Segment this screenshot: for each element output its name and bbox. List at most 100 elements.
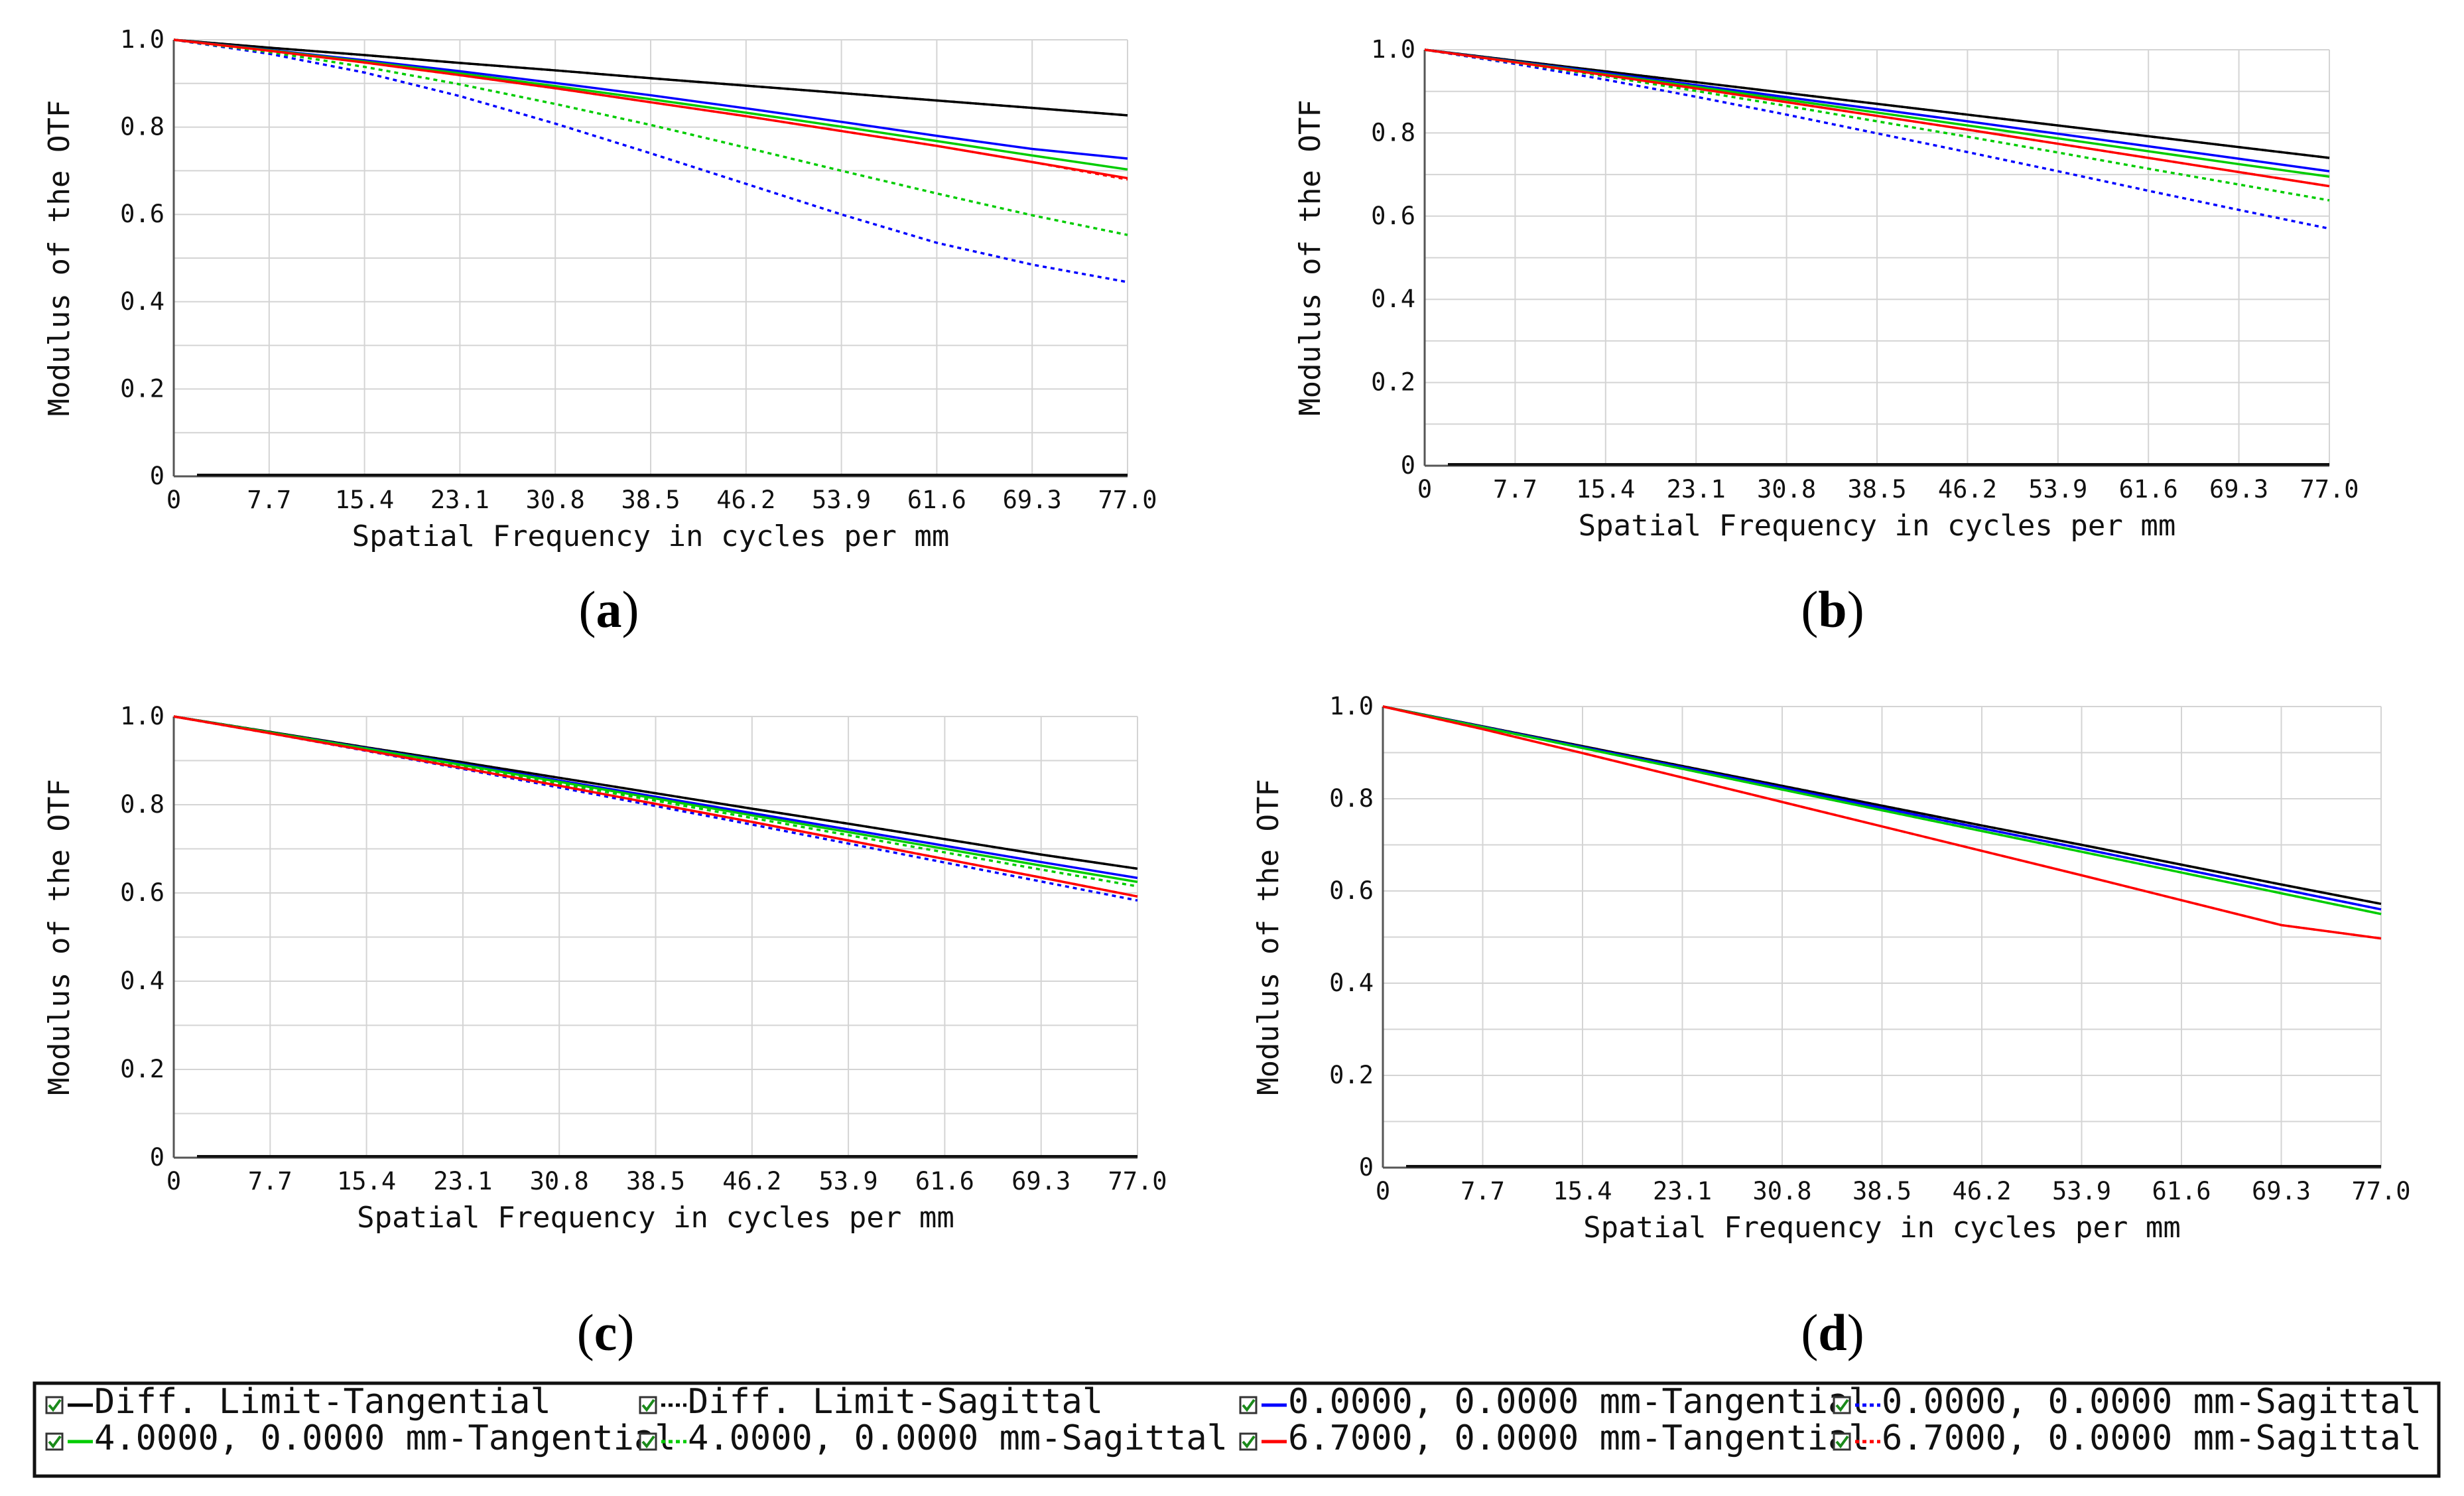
series-line-7 xyxy=(173,715,1138,898)
x-tick-label: 15.4 xyxy=(1576,475,1635,504)
y-tick-label: 1.0 xyxy=(120,702,164,730)
x-tick-label: 77.0 xyxy=(2300,475,2359,504)
y-axis-title: Modulus of the OTF xyxy=(1252,779,1285,1095)
panel-letter: c xyxy=(594,1304,617,1361)
panel-letter: b xyxy=(1818,580,1847,638)
y-tick-label: 0.2 xyxy=(1329,1061,1374,1089)
panel-letter: a xyxy=(596,580,622,638)
x-tick-label: 23.1 xyxy=(1667,475,1726,504)
x-tick-label: 38.5 xyxy=(626,1167,685,1195)
x-tick-label: 0 xyxy=(166,486,181,514)
chart-panel-a: 0 7.7 15.4 23.1 30.8 38.5 46.2 53.9 61.6 69.3 77.0… xyxy=(42,25,1157,553)
series-line-7 xyxy=(1382,705,2382,940)
x-axis-title: Spatial Frequency in cycles per mm xyxy=(1583,1211,2181,1245)
x-tick-label: 46.2 xyxy=(1952,1177,2011,1205)
panel-caption: (b) xyxy=(1801,580,1864,638)
y-tick-label: 0 xyxy=(1401,451,1415,480)
checkmark-icon xyxy=(641,1398,655,1412)
legend-item: 0.0000, 0.0000 mm-Tangential xyxy=(1239,1382,1870,1422)
checkmark-icon xyxy=(48,1398,62,1412)
x-tick-label: 30.8 xyxy=(530,1167,589,1195)
x-tick-label: 23.1 xyxy=(433,1167,492,1195)
y-tick-label: 0.6 xyxy=(1329,876,1374,905)
legend-label: 6.7000, 0.0000 mm-Tangential xyxy=(1288,1418,1870,1458)
y-axis-title: Modulus of the OTF xyxy=(1293,100,1327,416)
x-tick-label: 15.4 xyxy=(335,486,394,514)
x-tick-label: 0 xyxy=(1376,1177,1390,1205)
series-line-1 xyxy=(1424,48,2330,159)
x-tick-label: 53.9 xyxy=(812,486,871,514)
panel-caption: (d) xyxy=(1801,1304,1864,1361)
x-tick-label: 7.7 xyxy=(247,486,291,514)
x-tick-label: 53.9 xyxy=(2028,475,2087,504)
x-tick-label: 7.7 xyxy=(1460,1177,1505,1205)
x-tick-label: 46.2 xyxy=(722,1167,781,1195)
x-tick-label: 23.1 xyxy=(1653,1177,1712,1205)
y-tick-label: 0.4 xyxy=(1371,285,1415,313)
checkmark-icon xyxy=(1835,1398,1849,1412)
series-line-1 xyxy=(173,38,1128,117)
y-tick-label: 0.4 xyxy=(1329,969,1374,997)
x-axis-title: Spatial Frequency in cycles per mm xyxy=(352,519,950,553)
y-tick-label: 1.0 xyxy=(1329,692,1374,720)
legend-label: Diff. Limit-Sagittal xyxy=(688,1382,1103,1422)
legend-frame xyxy=(32,1381,2441,1478)
checkmark-icon xyxy=(48,1435,62,1449)
y-tick-label: 0 xyxy=(150,1143,164,1172)
checkmark-icon xyxy=(1242,1435,1256,1449)
x-tick-label: 46.2 xyxy=(1938,475,1997,504)
x-tick-label: 0 xyxy=(1417,475,1432,504)
x-tick-label: 53.9 xyxy=(819,1167,878,1195)
y-axis-title: Modulus of the OTF xyxy=(42,100,76,417)
panel-caption: (c) xyxy=(577,1304,635,1361)
chart-panel-d: 0 7.7 15.4 23.1 30.8 38.5 46.2 53.9 61.6 69.3 77.0… xyxy=(1252,692,2411,1245)
legend-item: 0.0000, 0.0000 mm-Sagittal xyxy=(1833,1382,2422,1422)
y-tick-label: 0.4 xyxy=(120,287,164,316)
x-tick-label: 30.8 xyxy=(1752,1177,1811,1205)
x-tick-label: 15.4 xyxy=(337,1167,396,1195)
chart-panel-b: 0 7.7 15.4 23.1 30.8 38.5 46.2 53.9 61.6 69.3 77.0… xyxy=(1293,35,2359,543)
y-tick-label: 1.0 xyxy=(120,25,164,54)
legend-item: 6.7000, 0.0000 mm-Sagittal xyxy=(1833,1418,2422,1458)
x-tick-label: 15.4 xyxy=(1553,1177,1612,1205)
checkmark-icon xyxy=(641,1435,655,1449)
x-tick-label: 23.1 xyxy=(430,486,489,514)
x-tick-label: 38.5 xyxy=(621,486,680,514)
chart-panel-c: 0 7.7 15.4 23.1 30.8 38.5 46.2 53.9 61.6 69.3 77.0… xyxy=(42,702,1167,1235)
y-tick-label: 0.6 xyxy=(120,200,164,228)
series-line-3 xyxy=(173,38,1128,283)
checkmark-icon xyxy=(1835,1435,1849,1449)
x-tick-label: 7.7 xyxy=(248,1167,292,1195)
y-tick-label: 0.8 xyxy=(1329,784,1374,813)
y-tick-label: 0.2 xyxy=(120,374,164,403)
series-line-3 xyxy=(1424,48,2330,230)
x-tick-label: 53.9 xyxy=(2052,1177,2111,1205)
series-line-7 xyxy=(1424,48,2330,188)
legend-label: 0.0000, 0.0000 mm-Tangential xyxy=(1288,1382,1870,1422)
legend-label: Diff. Limit-Tangential xyxy=(94,1382,551,1422)
legend-item: 4.0000, 0.0000 mm-Sagittal xyxy=(639,1418,1228,1458)
legend-item: Diff. Limit-Sagittal xyxy=(639,1382,1103,1422)
x-axis-title: Spatial Frequency in cycles per mm xyxy=(1579,509,2176,543)
checkmark-icon xyxy=(1242,1398,1256,1412)
x-tick-label: 46.2 xyxy=(716,486,775,514)
x-tick-label: 61.6 xyxy=(2119,475,2178,504)
x-tick-label: 61.6 xyxy=(915,1167,974,1195)
x-tick-label: 7.7 xyxy=(1493,475,1537,504)
series-line-5 xyxy=(173,38,1128,236)
legend-item: 4.0000, 0.0000 mm-Tangential xyxy=(45,1418,676,1458)
y-tick-label: 0 xyxy=(1359,1153,1374,1182)
y-tick-label: 0.2 xyxy=(1371,368,1415,397)
x-tick-label: 69.3 xyxy=(1003,486,1062,514)
y-tick-label: 1.0 xyxy=(1371,35,1415,64)
legend: Diff. Limit-Tangential Diff. Limit-Sagitt… xyxy=(32,1381,2441,1478)
x-tick-label: 77.0 xyxy=(1108,1167,1167,1195)
x-tick-label: 77.0 xyxy=(1098,486,1157,514)
y-tick-label: 0.6 xyxy=(1371,202,1415,230)
x-tick-label: 77.0 xyxy=(2351,1177,2410,1205)
x-tick-label: 0 xyxy=(166,1167,181,1195)
x-tick-label: 30.8 xyxy=(1757,475,1816,504)
x-tick-label: 38.5 xyxy=(1847,475,1906,504)
y-tick-label: 0.2 xyxy=(120,1055,164,1083)
